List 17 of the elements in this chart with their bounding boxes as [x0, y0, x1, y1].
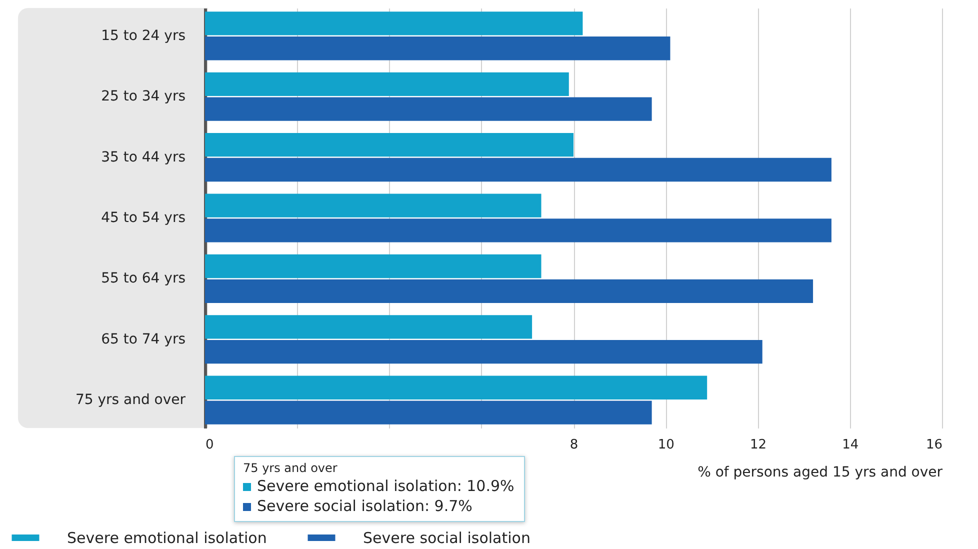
- x-tick-label: 8: [570, 438, 578, 452]
- y-tick-label: 55 to 64 yrs: [101, 270, 186, 287]
- x-tick-label: 14: [842, 438, 859, 452]
- y-tick-label: 65 to 74 yrs: [101, 331, 186, 348]
- x-tick-label: 12: [750, 438, 767, 452]
- y-tick-label: 75 yrs and over: [75, 392, 186, 408]
- y-tick-label: 45 to 54 yrs: [101, 210, 186, 226]
- legend-label: Severe social isolation: [363, 528, 530, 547]
- x-tick-label: 10: [658, 438, 674, 452]
- x-tick-label: 16: [926, 438, 942, 452]
- x-axis-title: % of persons aged 15 yrs and over: [698, 464, 943, 480]
- legend-label: Severe emotional isolation: [67, 528, 267, 547]
- y-tick-label: 25 to 34 yrs: [101, 88, 186, 105]
- x-tick-label: 0: [206, 438, 214, 452]
- y-tick-label: 35 to 44 yrs: [101, 149, 186, 166]
- tooltip-box: 75 yrs and over Severe emotional isolation: 10.9% Severe social isolation: 9.7%: [234, 456, 526, 522]
- y-tick-label: 15 to 24 yrs: [101, 28, 186, 44]
